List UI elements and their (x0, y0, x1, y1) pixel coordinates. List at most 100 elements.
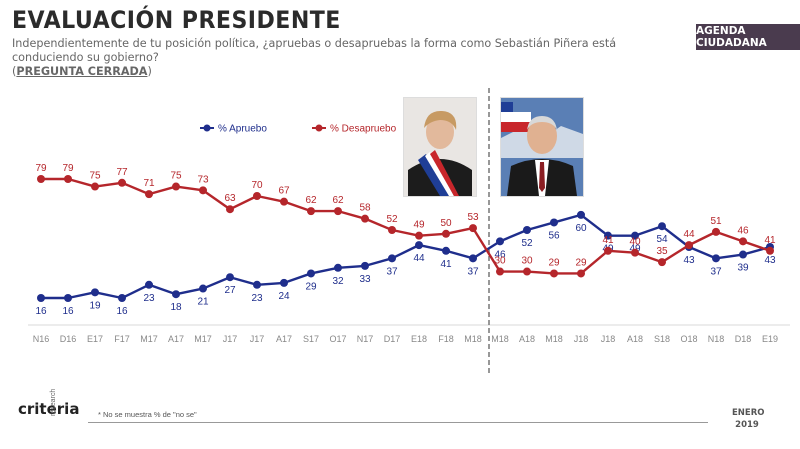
data-label: 62 (332, 195, 344, 206)
data-label: 37 (386, 266, 398, 277)
data-label: 37 (710, 266, 722, 277)
criteria-logo: criteria (18, 400, 80, 418)
date-year: 2019 (735, 420, 759, 430)
x-tick-label: A18 (519, 334, 535, 344)
data-label: 16 (62, 306, 74, 317)
data-point (469, 224, 477, 233)
footnote: * No se muestra % de "no se" (98, 410, 197, 419)
x-tick-label: E17 (87, 334, 103, 344)
data-point (496, 267, 504, 276)
data-point (91, 182, 99, 191)
data-point (334, 207, 342, 216)
data-label: 23 (143, 293, 155, 304)
data-point (415, 241, 423, 250)
legend-swatch-dot (203, 124, 211, 132)
data-point (64, 175, 72, 183)
x-tick-label: O17 (329, 334, 346, 344)
data-label: 44 (413, 253, 425, 264)
closed-question-label: PREGUNTA CERRADA (16, 65, 148, 78)
data-label: 75 (89, 171, 101, 182)
data-label: 51 (710, 216, 722, 227)
data-label: 62 (305, 195, 317, 206)
data-point (307, 207, 315, 216)
data-label: 46 (737, 225, 749, 236)
data-point (37, 294, 45, 302)
series-line-2 (41, 177, 771, 275)
data-label: 77 (116, 167, 128, 178)
data-point (685, 241, 693, 250)
x-tick-label: N18 (708, 334, 725, 344)
data-label: 37 (467, 266, 479, 277)
data-point (523, 226, 531, 234)
data-point (604, 246, 612, 255)
x-tick-label: M17 (194, 334, 212, 344)
data-point (442, 229, 450, 238)
data-label: 29 (548, 257, 560, 268)
data-point (631, 248, 639, 257)
data-point (334, 263, 342, 272)
x-axis: N16 D16 E17 F17 M17 A17 M17 J17 J17 A17 S17 O17 N17 D… (33, 334, 778, 344)
data-point (388, 254, 396, 263)
data-label: 40 (629, 237, 641, 248)
x-tick-label: N17 (357, 334, 374, 344)
x-tick-label: S18 (654, 334, 670, 344)
pinera-portrait (500, 97, 584, 197)
data-point (739, 237, 747, 246)
data-label: 24 (278, 291, 290, 302)
data-point (280, 197, 288, 206)
data-point (415, 231, 423, 240)
data-point (199, 284, 207, 293)
question: Independientemente de tu posición políti… (12, 37, 617, 64)
legend-label: % Desapruebo (330, 124, 397, 135)
x-tick-label: D18 (735, 334, 752, 344)
data-point (658, 258, 666, 267)
data-point (766, 246, 774, 255)
data-point (145, 190, 153, 199)
x-tick-label: F17 (114, 334, 130, 344)
x-tick-label: A17 (276, 334, 292, 344)
data-label: 60 (575, 223, 587, 234)
data-label: 35 (656, 246, 668, 257)
data-point (172, 290, 180, 299)
data-point (712, 227, 720, 236)
data-label: 16 (116, 306, 128, 317)
data-label: 41 (440, 259, 452, 270)
data-label: 16 (35, 306, 47, 317)
data-point (145, 280, 153, 289)
data-point (577, 210, 585, 219)
data-label: 73 (197, 174, 209, 185)
x-tick-label: A18 (627, 334, 643, 344)
data-label: 30 (494, 256, 506, 267)
x-tick-label: J17 (223, 334, 238, 344)
closed-open: ( (12, 65, 17, 78)
x-tick-label: F18 (438, 334, 454, 344)
data-label: 63 (224, 193, 236, 204)
x-tick-label: D17 (384, 334, 401, 344)
x-tick-label: M18 (464, 334, 482, 344)
legend-swatch-dot (315, 124, 323, 132)
data-label: 71 (143, 178, 155, 189)
data-point (658, 222, 666, 231)
data-label: 46 (494, 249, 506, 260)
data-label: 33 (359, 274, 371, 285)
data-point (118, 178, 126, 187)
data-label: 70 (251, 180, 263, 191)
data-point (37, 175, 45, 183)
data-point (253, 192, 261, 200)
data-label: 79 (62, 163, 74, 174)
data-label: 30 (521, 256, 533, 267)
data-point (550, 269, 558, 278)
x-tick-label: M17 (140, 334, 158, 344)
data-label: 29 (305, 281, 317, 292)
data-point (496, 237, 504, 246)
data-label: 41 (764, 235, 776, 246)
data-point (64, 294, 72, 302)
legend-label: % Apruebo (218, 124, 267, 135)
closed-close: ) (147, 65, 152, 78)
x-tick-label: N16 (33, 334, 50, 344)
data-point (172, 182, 180, 191)
data-label: 44 (683, 229, 695, 240)
data-label: 53 (467, 212, 479, 223)
data-point (361, 261, 369, 270)
page-title: EVALUACIÓN PRESIDENTE (12, 6, 341, 34)
